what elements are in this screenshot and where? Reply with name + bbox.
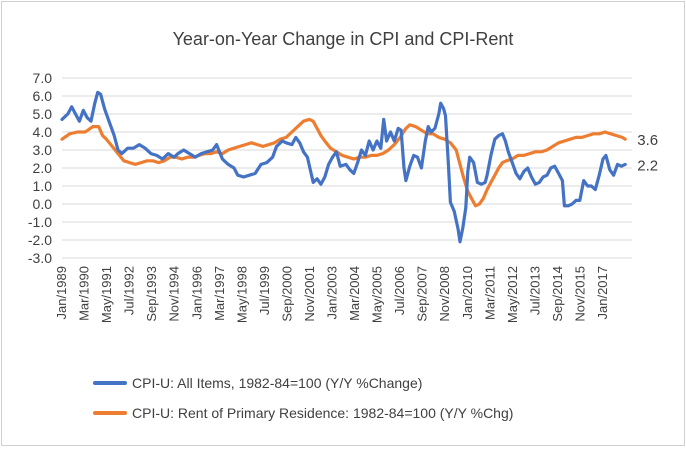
x-tick-label: Sep/1993 — [144, 266, 159, 322]
series-line-0 — [60, 90, 627, 244]
y-axis-ticks: 7.0 6.0 5.0 4.0 3.0 2.0 1.0 0.0 -1.0 -2.0 -3.0 — [28, 70, 52, 266]
y-tick-label: 4.0 — [33, 124, 53, 140]
y-tick-label: 1.0 — [33, 178, 53, 194]
x-tick-label: Jul/1992 — [122, 266, 137, 315]
y-tick-label: -2.0 — [28, 232, 52, 248]
series-lines — [60, 90, 627, 244]
y-tick-label: 6.0 — [33, 88, 53, 104]
x-tick-label: Jan/1989 — [54, 266, 69, 320]
x-axis-ticks: Jan/1989 Mar/1990 May/1991 Jul/1992 Sep/1993… — [54, 266, 610, 323]
end-labels: 3.62.2 — [637, 132, 658, 174]
x-tick-label: May/2005 — [370, 266, 385, 323]
x-tick-label: Jan/1996 — [189, 266, 204, 320]
x-tick-label: May/1991 — [99, 266, 114, 323]
legend-label-1: CPI-U: Rent of Primary Residence: 1982-8… — [132, 405, 513, 421]
x-tick-label: Mar/2004 — [347, 266, 362, 321]
x-tick-label: Nov/1994 — [167, 266, 182, 322]
end-label-0: 2.2 — [637, 157, 658, 174]
x-tick-label: Sep/2007 — [415, 266, 430, 322]
legend-label-0: CPI-U: All Items, 1982-84=100 (Y/Y %Chan… — [132, 375, 422, 391]
y-tick-label: 3.0 — [33, 142, 53, 158]
chart-svg: Year-on-Year Change in CPI and CPI-Rent … — [28, 29, 658, 421]
x-tick-label: Jul/1999 — [257, 266, 272, 315]
x-tick-label: Sep/2000 — [279, 266, 294, 322]
x-tick-label: Mar/2011 — [482, 266, 497, 320]
x-tick-label: Nov/2001 — [302, 266, 317, 322]
series-line-1 — [60, 117, 627, 208]
x-tick-label: Nov/2008 — [437, 266, 452, 322]
y-tick-label: -3.0 — [28, 250, 52, 266]
x-tick-label: Mar/1990 — [77, 266, 92, 321]
chart-title: Year-on-Year Change in CPI and CPI-Rent — [173, 29, 514, 49]
x-tick-label: Sep/2014 — [550, 266, 565, 322]
x-tick-label: Jul/2006 — [392, 266, 407, 315]
x-tick-label: Mar/1997 — [212, 266, 227, 321]
y-tick-label: 7.0 — [33, 70, 53, 86]
end-label-1: 3.6 — [637, 132, 658, 149]
y-tick-label: 0.0 — [33, 196, 53, 212]
x-tick-label: Jan/2010 — [460, 266, 475, 320]
x-tick-label: Jan/2003 — [325, 266, 340, 320]
x-tick-label: Nov/2015 — [572, 266, 587, 322]
y-tick-label: 2.0 — [33, 160, 53, 176]
x-tick-label: May/1998 — [234, 266, 249, 323]
y-tick-label: -1.0 — [28, 214, 52, 230]
y-tick-label: 5.0 — [33, 106, 53, 122]
legend: CPI-U: All Items, 1982-84=100 (Y/Y %Chan… — [93, 375, 513, 421]
x-tick-label: Jul/2013 — [527, 266, 542, 315]
x-tick-label: May/2012 — [505, 266, 520, 323]
x-tick-label: Jan/2017 — [595, 266, 610, 320]
